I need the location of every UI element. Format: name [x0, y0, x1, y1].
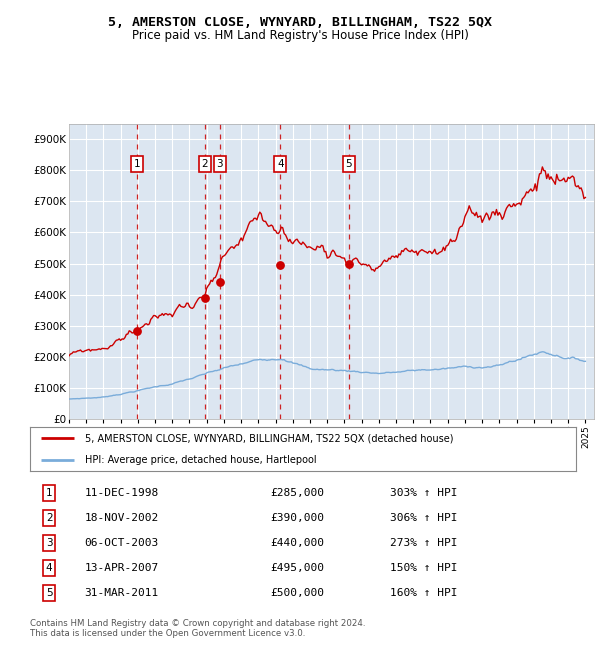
Text: HPI: Average price, detached house, Hartlepool: HPI: Average price, detached house, Hart… — [85, 455, 316, 465]
Point — [200, 292, 209, 303]
Text: 160% ↑ HPI: 160% ↑ HPI — [391, 588, 458, 598]
Text: £495,000: £495,000 — [270, 563, 324, 573]
Text: 31-MAR-2011: 31-MAR-2011 — [85, 588, 159, 598]
Point — [215, 277, 225, 287]
Text: £440,000: £440,000 — [270, 538, 324, 548]
Text: 3: 3 — [217, 159, 223, 169]
Point — [132, 325, 142, 335]
Text: 11-DEC-1998: 11-DEC-1998 — [85, 488, 159, 498]
Text: 13-APR-2007: 13-APR-2007 — [85, 563, 159, 573]
Text: £390,000: £390,000 — [270, 513, 324, 523]
Text: £500,000: £500,000 — [270, 588, 324, 598]
Text: 5: 5 — [346, 159, 352, 169]
Text: 18-NOV-2002: 18-NOV-2002 — [85, 513, 159, 523]
Text: 150% ↑ HPI: 150% ↑ HPI — [391, 563, 458, 573]
Text: Contains HM Land Registry data © Crown copyright and database right 2024.
This d: Contains HM Land Registry data © Crown c… — [30, 619, 365, 638]
Text: 4: 4 — [277, 159, 284, 169]
Text: 06-OCT-2003: 06-OCT-2003 — [85, 538, 159, 548]
Text: 1: 1 — [134, 159, 140, 169]
Text: 3: 3 — [46, 538, 52, 548]
Point — [275, 260, 285, 270]
Text: 273% ↑ HPI: 273% ↑ HPI — [391, 538, 458, 548]
Text: Price paid vs. HM Land Registry's House Price Index (HPI): Price paid vs. HM Land Registry's House … — [131, 29, 469, 42]
Text: 5, AMERSTON CLOSE, WYNYARD, BILLINGHAM, TS22 5QX (detached house): 5, AMERSTON CLOSE, WYNYARD, BILLINGHAM, … — [85, 433, 453, 443]
Text: 4: 4 — [46, 563, 52, 573]
Text: 2: 2 — [202, 159, 208, 169]
Text: 2: 2 — [46, 513, 52, 523]
Text: 1: 1 — [46, 488, 52, 498]
Text: £285,000: £285,000 — [270, 488, 324, 498]
Text: 303% ↑ HPI: 303% ↑ HPI — [391, 488, 458, 498]
Text: 5, AMERSTON CLOSE, WYNYARD, BILLINGHAM, TS22 5QX: 5, AMERSTON CLOSE, WYNYARD, BILLINGHAM, … — [108, 16, 492, 29]
Text: 306% ↑ HPI: 306% ↑ HPI — [391, 513, 458, 523]
Point — [344, 259, 353, 269]
Text: 5: 5 — [46, 588, 52, 598]
